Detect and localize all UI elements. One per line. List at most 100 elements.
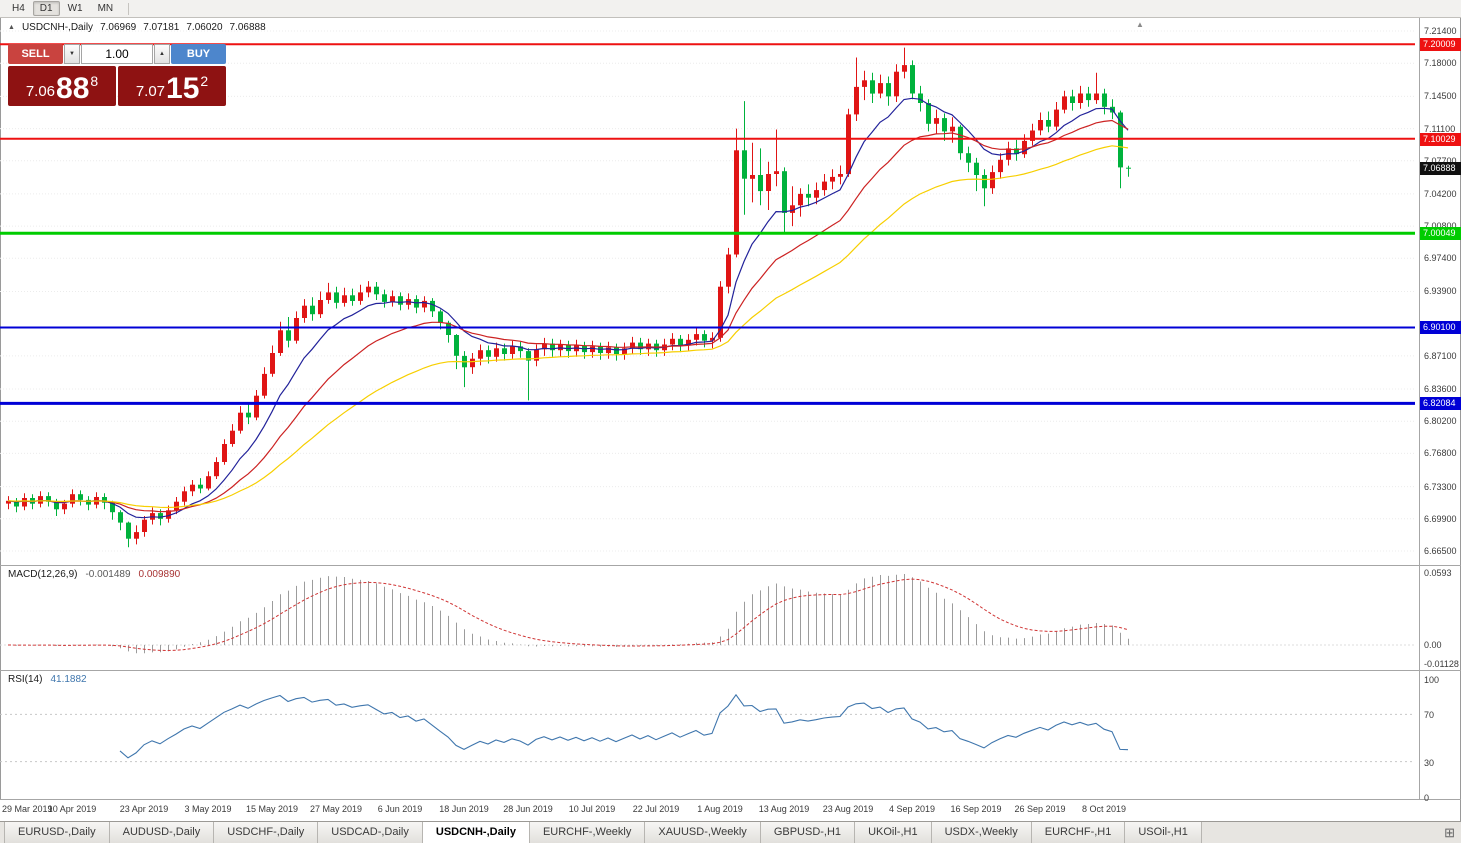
chart-tab[interactable]: USOil-,H1 [1125, 822, 1202, 843]
rsi-axis-label: 70 [1424, 710, 1435, 721]
macd-name: MACD(12,26,9) [8, 569, 78, 580]
rsi-indicator-label: RSI(14) 41.1882 [8, 674, 87, 685]
period-buttons-group: H4 D1 W1 MN [5, 1, 121, 16]
price-axis-label: 6.66500 [1424, 546, 1457, 556]
ask-pip-digit: 2 [200, 73, 209, 89]
chart-tab[interactable]: XAUUSD-,Weekly [645, 822, 761, 843]
chart-tabs-bar: EURUSD-,Daily AUDUSD-,Daily USDCHF-,Daily U… [0, 821, 1461, 843]
period-button-mn[interactable]: MN [97, 3, 114, 14]
price-level-badge: 6.90100 [1420, 321, 1461, 335]
price-level-badge: 7.10029 [1420, 132, 1461, 146]
pane-separator[interactable] [0, 670, 1461, 671]
lot-increase-button[interactable]: ▲ [154, 44, 170, 64]
symbol-ohlc-header: ▲ USDCNH-,Daily 7.06969 7.07181 7.06020 … [8, 22, 266, 33]
period-button-w1[interactable]: W1 [67, 3, 83, 14]
period-button-h4[interactable]: H4 [12, 3, 25, 14]
price-axis-label: 6.73300 [1424, 481, 1457, 492]
macd-axis-max: 0.0593 [1424, 568, 1452, 578]
price-axis-label: 6.87100 [1424, 350, 1457, 361]
chart-tab[interactable]: USDX-,Weekly [931, 822, 1032, 843]
date-label: 6 Jun 2019 [377, 804, 423, 814]
bid-price-display: 7.06 88 8 [8, 66, 116, 106]
price-axis-label: 7.21400 [1424, 26, 1457, 36]
chart-tab[interactable]: EURCHF-,H1 [1031, 822, 1126, 843]
price-axis-label: 7.04200 [1424, 188, 1457, 199]
date-label: 28 Jun 2019 [503, 804, 553, 814]
price-axis-label: 7.07700 [1424, 155, 1457, 166]
date-label: 15 May 2019 [245, 804, 299, 814]
price-level-badge: 7.20009 [1420, 38, 1461, 52]
date-label: 3 May 2019 [184, 804, 232, 814]
chart-tab[interactable]: UKOil-,H1 [855, 822, 932, 843]
pane-separator[interactable] [0, 565, 1461, 566]
tile-windows-icon[interactable]: ⊞ [1444, 825, 1455, 840]
bar-close-value: 7.06888 [229, 22, 266, 33]
sell-button[interactable]: SELL [8, 44, 63, 64]
price-axis-border [1419, 18, 1420, 800]
price-axis-label: 6.83600 [1424, 384, 1457, 395]
date-label: 13 Aug 2019 [758, 804, 810, 814]
rsi-axis-label: 30 [1424, 757, 1435, 768]
chart-tab[interactable]: EURUSD-,Daily [4, 822, 110, 843]
bid-prefix: 7.06 [25, 83, 56, 100]
macd-axis-min: -0.01128 [1424, 659, 1459, 669]
price-level-badge: 6.82084 [1420, 397, 1461, 411]
chart-tab[interactable]: USDCAD-,Daily [318, 822, 423, 843]
one-click-collapse-icon[interactable]: ▲ [8, 24, 15, 31]
chart-tab[interactable]: USDCHF-,Daily [214, 822, 319, 843]
lot-decrease-button[interactable]: ▼ [64, 44, 80, 64]
chart-tabs: EURUSD-,Daily AUDUSD-,Daily USDCHF-,Daily U… [4, 822, 1202, 843]
one-click-price-row: 7.06 88 8 7.07 15 2 [8, 66, 226, 106]
chart-tab[interactable]: EURCHF-,Weekly [529, 822, 646, 843]
macd-indicator-label: MACD(12,26,9) -0.001489 0.009890 [8, 569, 180, 580]
date-label: 16 Sep 2019 [950, 804, 1002, 814]
chart-tab[interactable]: AUDUSD-,Daily [109, 822, 215, 843]
timeframe-toolbar: H4 D1 W1 MN [0, 0, 1461, 18]
one-click-top-row: SELL ▼ ▲ BUY [8, 44, 226, 64]
price-axis-label: 7.00800 [1424, 221, 1457, 232]
bar-high-value: 7.07181 [143, 22, 180, 33]
date-label: 22 Jul 2019 [632, 804, 680, 814]
bid-pip-digit: 8 [90, 73, 99, 89]
symbol-name: USDCNH-,Daily [21, 22, 94, 33]
rsi-axis-label: 0 [1424, 793, 1430, 803]
ask-price-display: 7.07 15 2 [118, 66, 226, 106]
date-label: 10 Apr 2019 [47, 804, 97, 814]
period-button-d1[interactable]: D1 [32, 1, 60, 16]
price-axis-label: 6.69900 [1424, 513, 1457, 524]
bar-low-value: 7.06020 [186, 22, 223, 33]
buy-button[interactable]: BUY [171, 44, 226, 64]
date-label: 29 Mar 2019 [2, 804, 53, 814]
bid-big-digits: 88 [56, 72, 90, 105]
price-axis-label: 6.80200 [1424, 416, 1457, 427]
price-axis-label: 6.76800 [1424, 448, 1457, 459]
rsi-value: 41.1882 [50, 674, 87, 685]
ask-big-digits: 15 [166, 72, 200, 105]
toolbar-separator [128, 2, 130, 15]
date-label: 26 Sep 2019 [1014, 804, 1066, 814]
one-click-trading-widget: SELL ▼ ▲ BUY 7.06 88 8 7.07 15 2 [8, 44, 226, 106]
macd-main-value: -0.001489 [85, 569, 131, 580]
date-label: 10 Jul 2019 [568, 804, 616, 814]
bar-open-value: 7.06969 [100, 22, 137, 33]
macd-signal-value: 0.009890 [138, 569, 181, 580]
time-axis[interactable]: 29 Mar 2019 10 Apr 2019 23 Apr 2019 3 May 2… [0, 800, 1419, 821]
chart-tab[interactable]: GBPUSD-,H1 [760, 822, 856, 843]
price-axis[interactable]: 7.21400 7.18000 7.14500 7.11100 7.07700 7.042… [1420, 18, 1461, 803]
price-level-badge: 7.00049 [1420, 227, 1461, 241]
pane-separator[interactable] [0, 799, 1461, 800]
price-axis-label: 7.14500 [1424, 91, 1457, 102]
lot-size-input[interactable] [81, 44, 153, 64]
rsi-indicator-canvas[interactable] [0, 671, 1419, 799]
date-label: 27 May 2019 [309, 804, 363, 814]
date-label: 18 Jun 2019 [439, 804, 489, 814]
price-axis-label: 6.93900 [1424, 286, 1457, 297]
date-label: 4 Sep 2019 [888, 804, 936, 814]
chart-tab[interactable]: USDCNH-,Daily [422, 822, 530, 843]
price-axis-label: 7.11100 [1424, 123, 1456, 134]
price-chart-canvas[interactable] [0, 18, 1419, 565]
macd-indicator-canvas[interactable] [0, 566, 1419, 670]
current-price-badge: 7.06888 [1420, 162, 1461, 176]
date-label: 23 Apr 2019 [119, 804, 169, 814]
